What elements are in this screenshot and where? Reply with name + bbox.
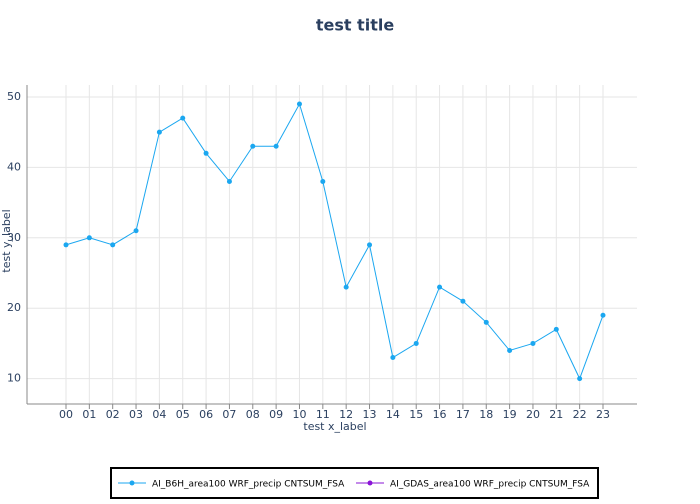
legend-box — [110, 467, 599, 499]
point — [156, 129, 162, 135]
x-tick-label: 03 — [129, 408, 143, 421]
legend-label: AI_GDAS_area100 WRF_precip CNTSUM_FSA — [390, 480, 590, 490]
point — [273, 143, 279, 149]
point — [133, 228, 139, 234]
y-tick-label: 20 — [7, 301, 21, 314]
x-tick-label: 14 — [386, 408, 400, 421]
x-tick-label: 04 — [152, 408, 166, 421]
series-line — [65, 102, 604, 380]
point — [180, 115, 186, 121]
x-tick-label: 05 — [176, 408, 190, 421]
point — [86, 235, 92, 241]
point — [226, 178, 232, 184]
x-tick-label: 01 — [82, 408, 96, 421]
point — [296, 101, 302, 107]
legend-marker — [129, 480, 135, 486]
x-tick-label: 21 — [549, 408, 563, 421]
x-tick-label: 12 — [339, 408, 353, 421]
point — [320, 178, 326, 184]
point — [507, 347, 513, 353]
point — [343, 284, 349, 290]
x-tick-label: 09 — [269, 408, 283, 421]
x-tick-label: 07 — [222, 408, 236, 421]
y-tick-label: 40 — [7, 160, 21, 173]
x-tick-label: 17 — [456, 408, 470, 421]
legend-marker — [367, 480, 373, 486]
point — [483, 319, 489, 325]
y-tick-label: 10 — [7, 372, 21, 385]
chart-title: test title — [316, 16, 395, 35]
x-tick-label: 02 — [106, 408, 120, 421]
point — [577, 376, 583, 382]
point — [390, 355, 396, 361]
x-tick-label: 18 — [479, 408, 493, 421]
point — [367, 242, 373, 248]
x-tick-label: 11 — [316, 408, 330, 421]
x-tick-label: 15 — [409, 408, 423, 421]
x-tick-label: 13 — [363, 408, 377, 421]
x-tick-label: 20 — [526, 408, 540, 421]
x-tick-label: 10 — [292, 408, 306, 421]
point — [437, 284, 443, 290]
x-tick-label: 00 — [59, 408, 73, 421]
x-tick-label: 22 — [573, 408, 587, 421]
legend-label: AI_B6H_area100 WRF_precip CNTSUM_FSA — [152, 480, 345, 490]
y-tick-label: 50 — [7, 90, 21, 103]
point — [63, 242, 69, 248]
x-tick-label: 06 — [199, 408, 213, 421]
point — [600, 312, 606, 318]
point — [460, 298, 466, 304]
y-tick-label: 30 — [7, 231, 21, 244]
point — [553, 326, 559, 332]
x-tick-label: 08 — [246, 408, 260, 421]
x-tick-label: 19 — [503, 408, 517, 421]
x-tick-label: 23 — [596, 408, 610, 421]
point — [530, 340, 536, 346]
x-axis-label: test x_label — [303, 420, 366, 433]
point — [413, 340, 419, 346]
y-axis-label: test y_label — [0, 209, 13, 272]
x-tick-label: 16 — [433, 408, 447, 421]
point — [250, 143, 256, 149]
point — [203, 150, 209, 156]
point — [110, 242, 116, 248]
